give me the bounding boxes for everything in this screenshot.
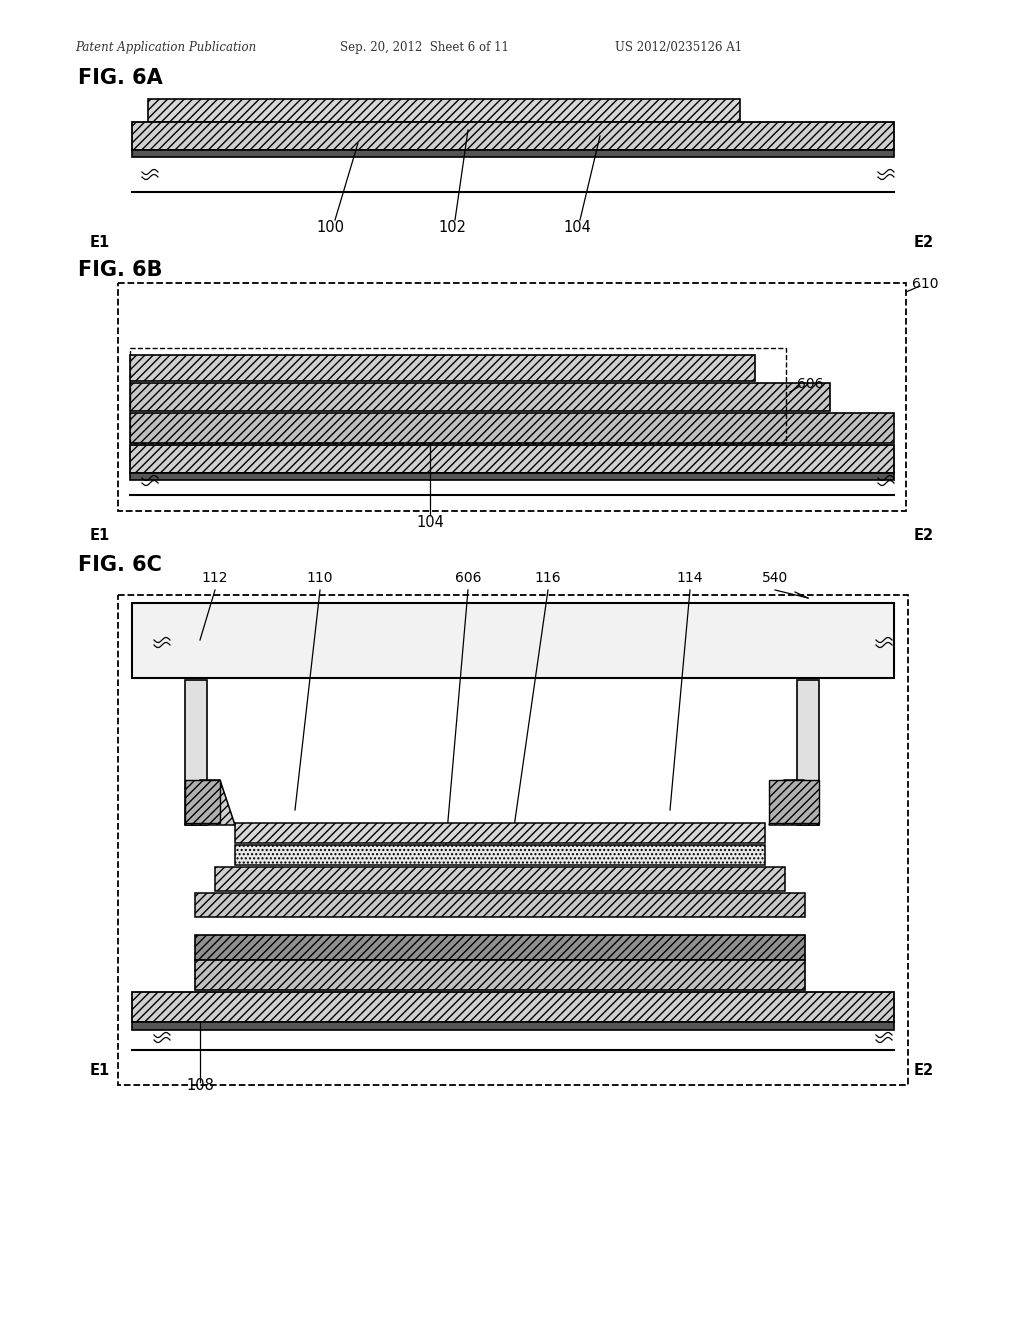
Text: 104: 104 <box>563 220 591 235</box>
Bar <box>797 680 819 825</box>
Text: 116: 116 <box>535 572 561 585</box>
Bar <box>132 150 894 157</box>
Text: E2: E2 <box>914 1063 934 1078</box>
Text: Patent Application Publication: Patent Application Publication <box>75 41 256 54</box>
Text: 102: 102 <box>438 220 466 235</box>
Text: US 2012/0235126 A1: US 2012/0235126 A1 <box>615 41 742 54</box>
Text: E1: E1 <box>90 1063 111 1078</box>
Bar <box>185 780 220 822</box>
Text: 104: 104 <box>416 515 444 531</box>
Text: FIG. 6A: FIG. 6A <box>78 69 163 88</box>
Bar <box>195 960 805 990</box>
Bar <box>130 348 786 444</box>
Text: E2: E2 <box>914 528 934 543</box>
Bar <box>148 99 740 121</box>
Bar <box>130 355 755 381</box>
Bar <box>132 993 894 1022</box>
Text: E2: E2 <box>914 235 934 249</box>
Bar <box>215 867 785 891</box>
Text: 110: 110 <box>307 572 333 585</box>
Bar <box>130 445 894 473</box>
Text: FIG. 6B: FIG. 6B <box>78 260 163 280</box>
Bar <box>118 282 906 511</box>
Bar <box>132 603 894 678</box>
Polygon shape <box>769 780 819 825</box>
Polygon shape <box>185 780 234 825</box>
Text: 606: 606 <box>455 572 481 585</box>
Text: 606: 606 <box>797 378 823 391</box>
Bar <box>130 473 894 480</box>
Bar <box>118 595 908 1085</box>
Text: 114: 114 <box>677 572 703 585</box>
Text: FIG. 6C: FIG. 6C <box>78 554 162 576</box>
Text: 610: 610 <box>912 277 939 290</box>
Text: Sep. 20, 2012  Sheet 6 of 11: Sep. 20, 2012 Sheet 6 of 11 <box>340 41 509 54</box>
Bar <box>132 1022 894 1030</box>
Bar <box>769 780 819 822</box>
Bar <box>195 935 805 960</box>
Text: 112: 112 <box>202 572 228 585</box>
Text: 108: 108 <box>186 1078 214 1093</box>
Text: E1: E1 <box>90 528 111 543</box>
Text: 540: 540 <box>762 572 788 585</box>
Bar <box>130 383 830 411</box>
Bar <box>132 121 894 150</box>
Text: 100: 100 <box>316 220 344 235</box>
Bar <box>185 680 207 825</box>
Bar <box>234 822 765 843</box>
Bar <box>195 894 805 917</box>
Text: E1: E1 <box>90 235 111 249</box>
Bar <box>234 845 765 865</box>
Bar <box>130 413 894 444</box>
